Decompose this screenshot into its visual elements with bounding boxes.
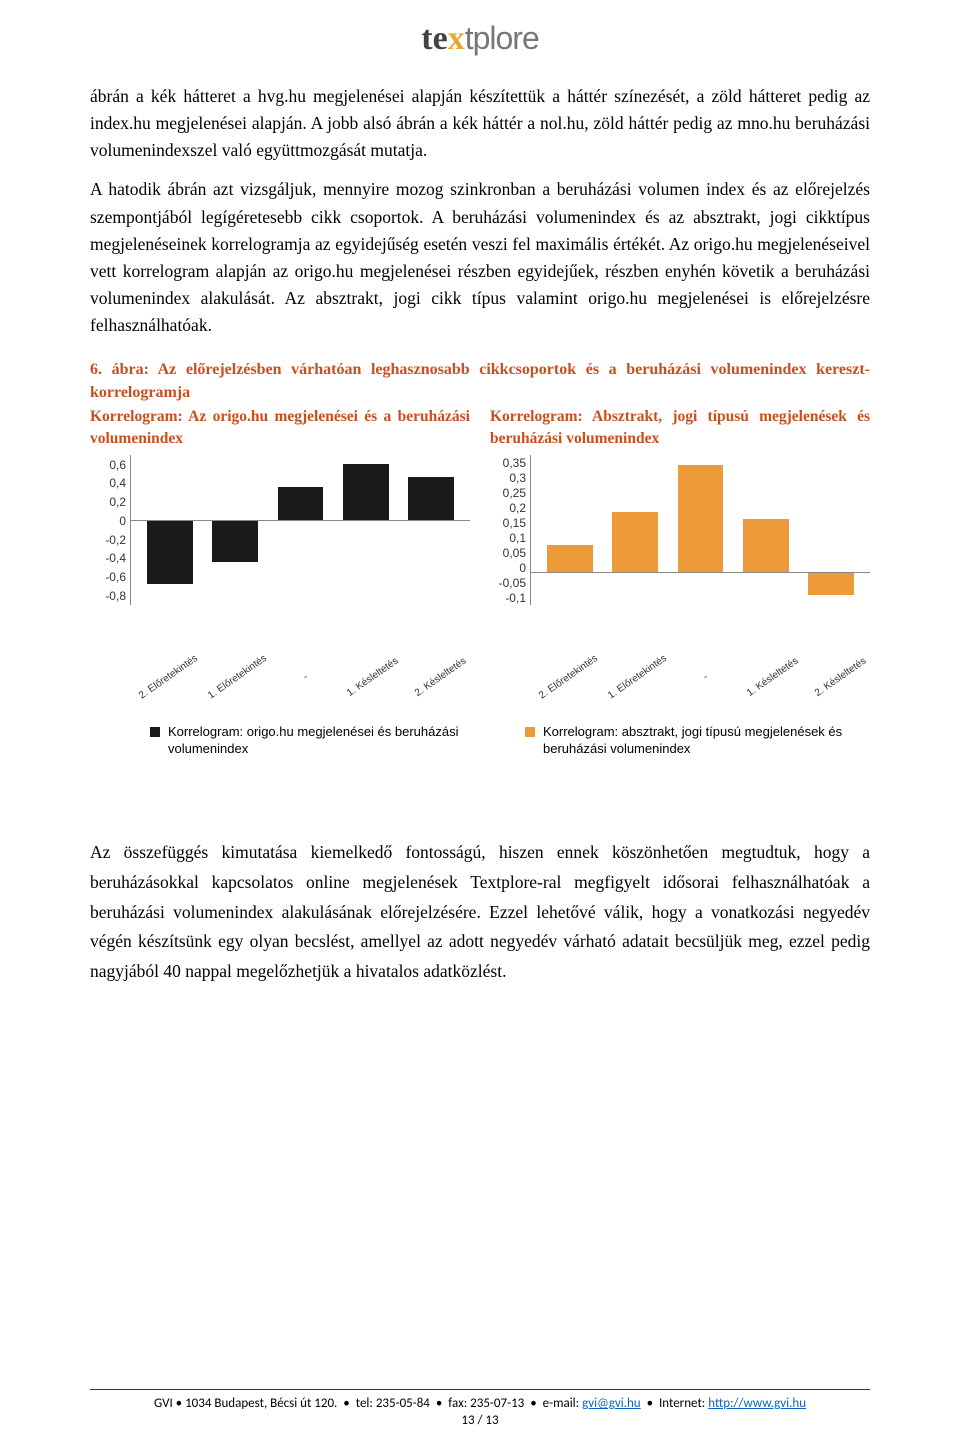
y-tick: 0,15 <box>503 515 526 530</box>
footer-fax: fax: 235-07-13 <box>448 1396 524 1411</box>
legend-right-label: Korrelogram: absztrakt, jogi típusú megj… <box>543 724 870 758</box>
y-tick: -0,6 <box>105 568 126 587</box>
logo-part1: te <box>421 20 447 57</box>
x-axis-left: 2. Előretekintés1. Előretekintés-1. Késl… <box>90 659 470 684</box>
legend-left-label: Korrelogram: origo.hu megjelenései és be… <box>168 724 495 758</box>
legend-right: Korrelogram: absztrakt, jogi típusú megj… <box>525 724 870 758</box>
bar <box>147 520 193 584</box>
y-tick: 0,2 <box>109 493 126 512</box>
y-axis-left: 0,60,40,20-0,2-0,4-0,6-0,8 <box>90 455 130 605</box>
y-tick: 0,6 <box>109 455 126 474</box>
footer: GVI • 1034 Budapest, Bécsi út 120. • tel… <box>90 1389 870 1428</box>
y-tick: 0 <box>119 512 126 531</box>
paragraph-2: A hatodik ábrán azt vizsgáljuk, mennyire… <box>90 176 870 339</box>
bar <box>547 545 593 572</box>
paragraph-1: ábrán a kék hátteret a hvg.hu megjelenés… <box>90 83 870 164</box>
y-tick: -0,8 <box>105 587 126 606</box>
plot-right <box>530 455 870 605</box>
y-tick: 0,4 <box>109 474 126 493</box>
footer-address: GVI • 1034 Budapest, Bécsi út 120. <box>154 1396 337 1411</box>
footer-web-link[interactable]: http://www.gvi.hu <box>708 1396 806 1411</box>
bar <box>808 572 854 595</box>
page-number: 13 / 13 <box>90 1411 870 1428</box>
footer-line: GVI • 1034 Budapest, Bécsi út 120. • tel… <box>90 1396 870 1411</box>
bar <box>408 477 454 520</box>
bar <box>343 464 389 520</box>
legend-swatch-right <box>525 727 535 737</box>
y-tick: 0,35 <box>503 455 526 470</box>
y-tick: 0,2 <box>509 500 526 515</box>
bar <box>278 487 324 519</box>
bar <box>678 465 724 572</box>
figure-caption: 6. ábra: Az előrejelzésben várhatóan leg… <box>90 359 870 404</box>
logo: textplore <box>90 20 870 58</box>
x-axis-right: 2. Előretekintés1. Előretekintés-1. Késl… <box>490 659 870 684</box>
legend-left: Korrelogram: origo.hu megjelenései és be… <box>150 724 495 758</box>
y-tick: -0,4 <box>105 549 126 568</box>
y-tick: -0,2 <box>105 530 126 549</box>
y-axis-right: 0,350,30,250,20,150,10,050-0,05-0,1 <box>490 455 530 605</box>
legend-row: Korrelogram: origo.hu megjelenései és be… <box>90 724 870 758</box>
footer-email-link[interactable]: gvi@gvi.hu <box>582 1396 641 1411</box>
logo-x: x <box>448 20 465 57</box>
chart-left: 0,60,40,20-0,2-0,4-0,6-0,8 2. Előretekin… <box>90 455 470 684</box>
footer-web-label: Internet: <box>659 1396 705 1411</box>
logo-part2: tplore <box>465 20 539 56</box>
bar <box>743 519 789 572</box>
y-tick: 0,3 <box>509 470 526 485</box>
y-tick: -0,1 <box>505 590 526 605</box>
bar <box>612 512 658 572</box>
plot-left <box>130 455 470 605</box>
y-tick: 0,05 <box>503 545 526 560</box>
y-tick: 0 <box>519 560 526 575</box>
legend-swatch-left <box>150 727 160 737</box>
chart-titles-row: Korrelogram: Az origo.hu megjelenései és… <box>90 406 870 449</box>
chart-title-right: Korrelogram: Absztrakt, jogi típusú megj… <box>490 406 870 449</box>
y-tick: 0,25 <box>503 485 526 500</box>
bar <box>212 520 258 563</box>
chart-right: 0,350,30,250,20,150,10,050-0,05-0,1 2. E… <box>490 455 870 684</box>
footer-email-label: e-mail: <box>543 1396 580 1411</box>
paragraph-3: Az összefüggés kimutatása kiemelkedő fon… <box>90 838 870 987</box>
y-tick: -0,05 <box>499 575 526 590</box>
charts-row: 0,60,40,20-0,2-0,4-0,6-0,8 2. Előretekin… <box>90 455 870 684</box>
footer-tel: tel: 235-05-84 <box>356 1396 430 1411</box>
chart-title-left: Korrelogram: Az origo.hu megjelenései és… <box>90 406 470 449</box>
y-tick: 0,1 <box>509 530 526 545</box>
